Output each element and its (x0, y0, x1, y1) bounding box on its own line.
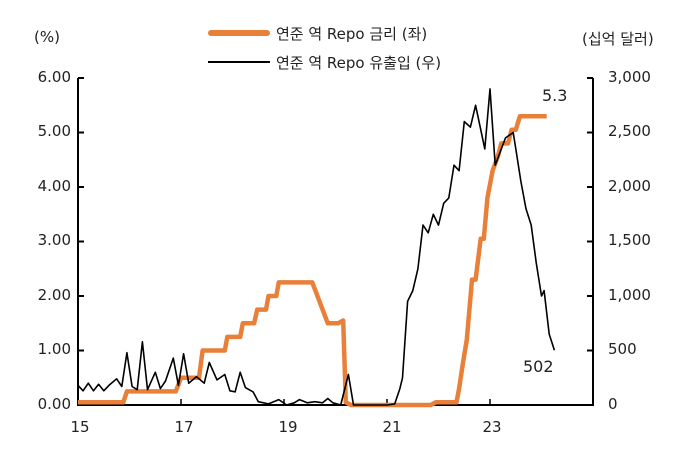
x-tick: 21 (382, 418, 402, 436)
right-tick: 1,000 (608, 286, 651, 304)
right-tick: 3,000 (608, 68, 651, 86)
legend-label: 연준 역 Repo 유출입 (우) (276, 53, 442, 72)
flow-last-value-label: 502 (523, 357, 554, 376)
left-tick: 4.00 (37, 177, 71, 195)
left-axis-unit: (%) (34, 28, 60, 46)
left-tick: 0.00 (37, 395, 71, 413)
x-tick: 19 (278, 418, 298, 436)
right-tick: 1,500 (608, 231, 651, 249)
legend-item-rate: 연준 역 Repo 금리 (좌) (208, 22, 427, 44)
left-tick: 3.00 (37, 231, 71, 249)
x-tick: 15 (70, 418, 90, 436)
legend-swatch-black (208, 61, 270, 63)
left-tick: 1.00 (37, 340, 71, 358)
right-tick: 0 (608, 395, 618, 413)
legend-label: 연준 역 Repo 금리 (좌) (276, 24, 428, 43)
legend-item-flow: 연준 역 Repo 유출입 (우) (208, 51, 441, 73)
axes (77, 77, 594, 406)
left-tick: 5.00 (37, 122, 71, 140)
right-tick: 2,000 (608, 177, 651, 195)
right-axis-unit: (십억 달러) (582, 30, 654, 48)
flow-line (77, 88, 556, 406)
x-tick: 23 (482, 418, 502, 436)
left-tick: 2.00 (37, 286, 71, 304)
left-tick: 6.00 (37, 68, 71, 86)
x-tick: 17 (174, 418, 194, 436)
right-tick: 2,500 (608, 122, 651, 140)
rate-last-value-label: 5.3 (542, 86, 568, 105)
right-tick: 500 (608, 340, 637, 358)
rate-line (78, 113, 547, 408)
legend-swatch-orange (208, 30, 270, 36)
